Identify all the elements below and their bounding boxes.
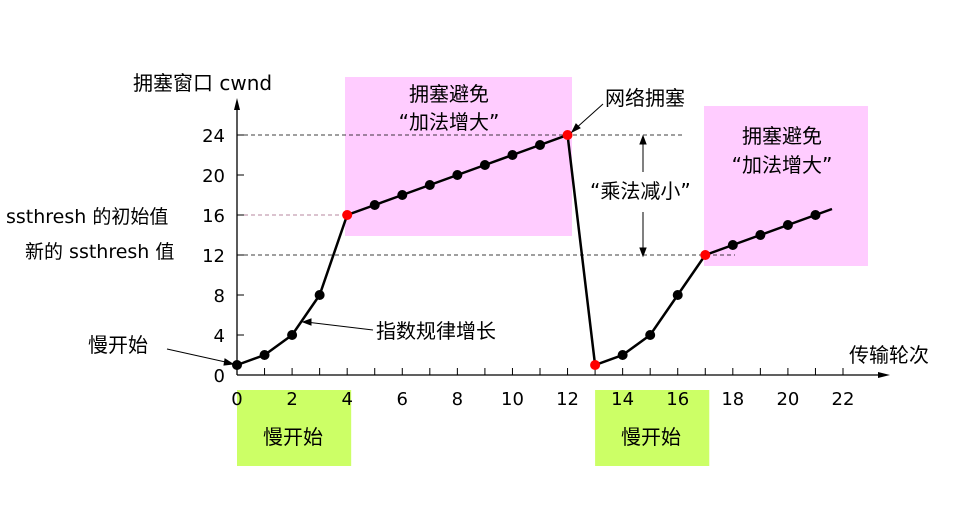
arrow-congestion [573,103,604,131]
highlight-point [700,250,711,260]
annotation-congestion: 网络拥塞 [605,86,685,110]
highlight-point [562,130,573,140]
arrowhead-decrease-up [639,134,647,145]
arrow-slow-start [166,348,231,364]
data-point [452,170,463,180]
y-axis-arrow [234,98,240,110]
highlight-point [342,210,353,220]
x-tick-label: 8 [452,389,463,410]
x-tick-label: 22 [832,389,855,410]
x-tick-label: 16 [666,389,689,410]
data-point [232,360,242,370]
data-point [535,140,545,150]
region-label-avoid-2-line2: “加法增大” [732,153,833,177]
x-axis-label: 传输轮次 [849,343,929,367]
x-tick-label: 10 [501,389,524,410]
arrowhead-decrease-down [639,247,647,258]
region-label-avoid-2-line1: 拥塞避免 [742,124,822,148]
data-point [672,290,683,300]
highlight-point [590,360,601,370]
slow-start-region-1 [237,390,352,466]
data-point [369,200,380,210]
y-tick-label: 16 [202,206,225,227]
region-label-slow-1: 慢开始 [263,425,323,449]
x-tick-label: 18 [721,389,744,410]
x-tick-label: 12 [556,389,579,410]
data-point [507,150,518,160]
x-tick-label: 2 [286,389,297,410]
avoid-region-2 [704,106,868,266]
ref-label-ssthresh-new: 新的 ssthresh 值 [25,241,174,263]
x-tick-label: 20 [776,389,799,410]
annotation-slow-start: 慢开始 [88,333,148,357]
ref-label-ssthresh-initial: ssthresh 的初始值 [6,206,168,228]
y-tick-label: 8 [214,286,225,307]
y-tick-label: 12 [202,246,225,267]
data-point [645,330,656,340]
y-tick-label: 4 [214,326,225,347]
data-point [755,230,766,240]
data-point [287,330,298,340]
region-label-avoid-1-line1: 拥塞避免 [409,82,489,106]
arrowhead-exponential [301,318,312,326]
x-tick-label: 0 [231,389,242,410]
data-point [810,210,821,220]
data-point [479,160,490,170]
data-point [397,190,408,200]
y-axis-label: 拥塞窗口 cwnd [133,71,272,95]
x-tick-label: 4 [341,389,352,410]
x-tick-label: 6 [397,389,408,410]
y-tick-label: 0 [214,366,225,387]
region-label-slow-2: 慢开始 [621,425,681,449]
data-point [727,240,738,250]
region-label-avoid-1-line2: “加法增大” [399,110,500,134]
data-point [782,220,793,230]
x-tick-label: 14 [611,389,634,410]
arrow-exponential [305,321,374,331]
x-axis-arrow [878,372,890,378]
slow-start-region-2 [595,390,710,466]
y-tick-label: 20 [202,166,225,187]
data-point [617,350,628,360]
annotation-multiplicative-decrease: “乘法减小” [590,179,691,203]
data-point [424,180,435,190]
arrowhead-congestion [570,123,581,134]
avoid-region-1 [345,77,572,236]
data-point [259,350,270,360]
arrowhead-slow-start [223,358,235,366]
y-tick-label: 24 [202,126,225,147]
data-point [314,290,325,300]
annotation-exponential-growth: 指数规律增长 [376,319,496,343]
